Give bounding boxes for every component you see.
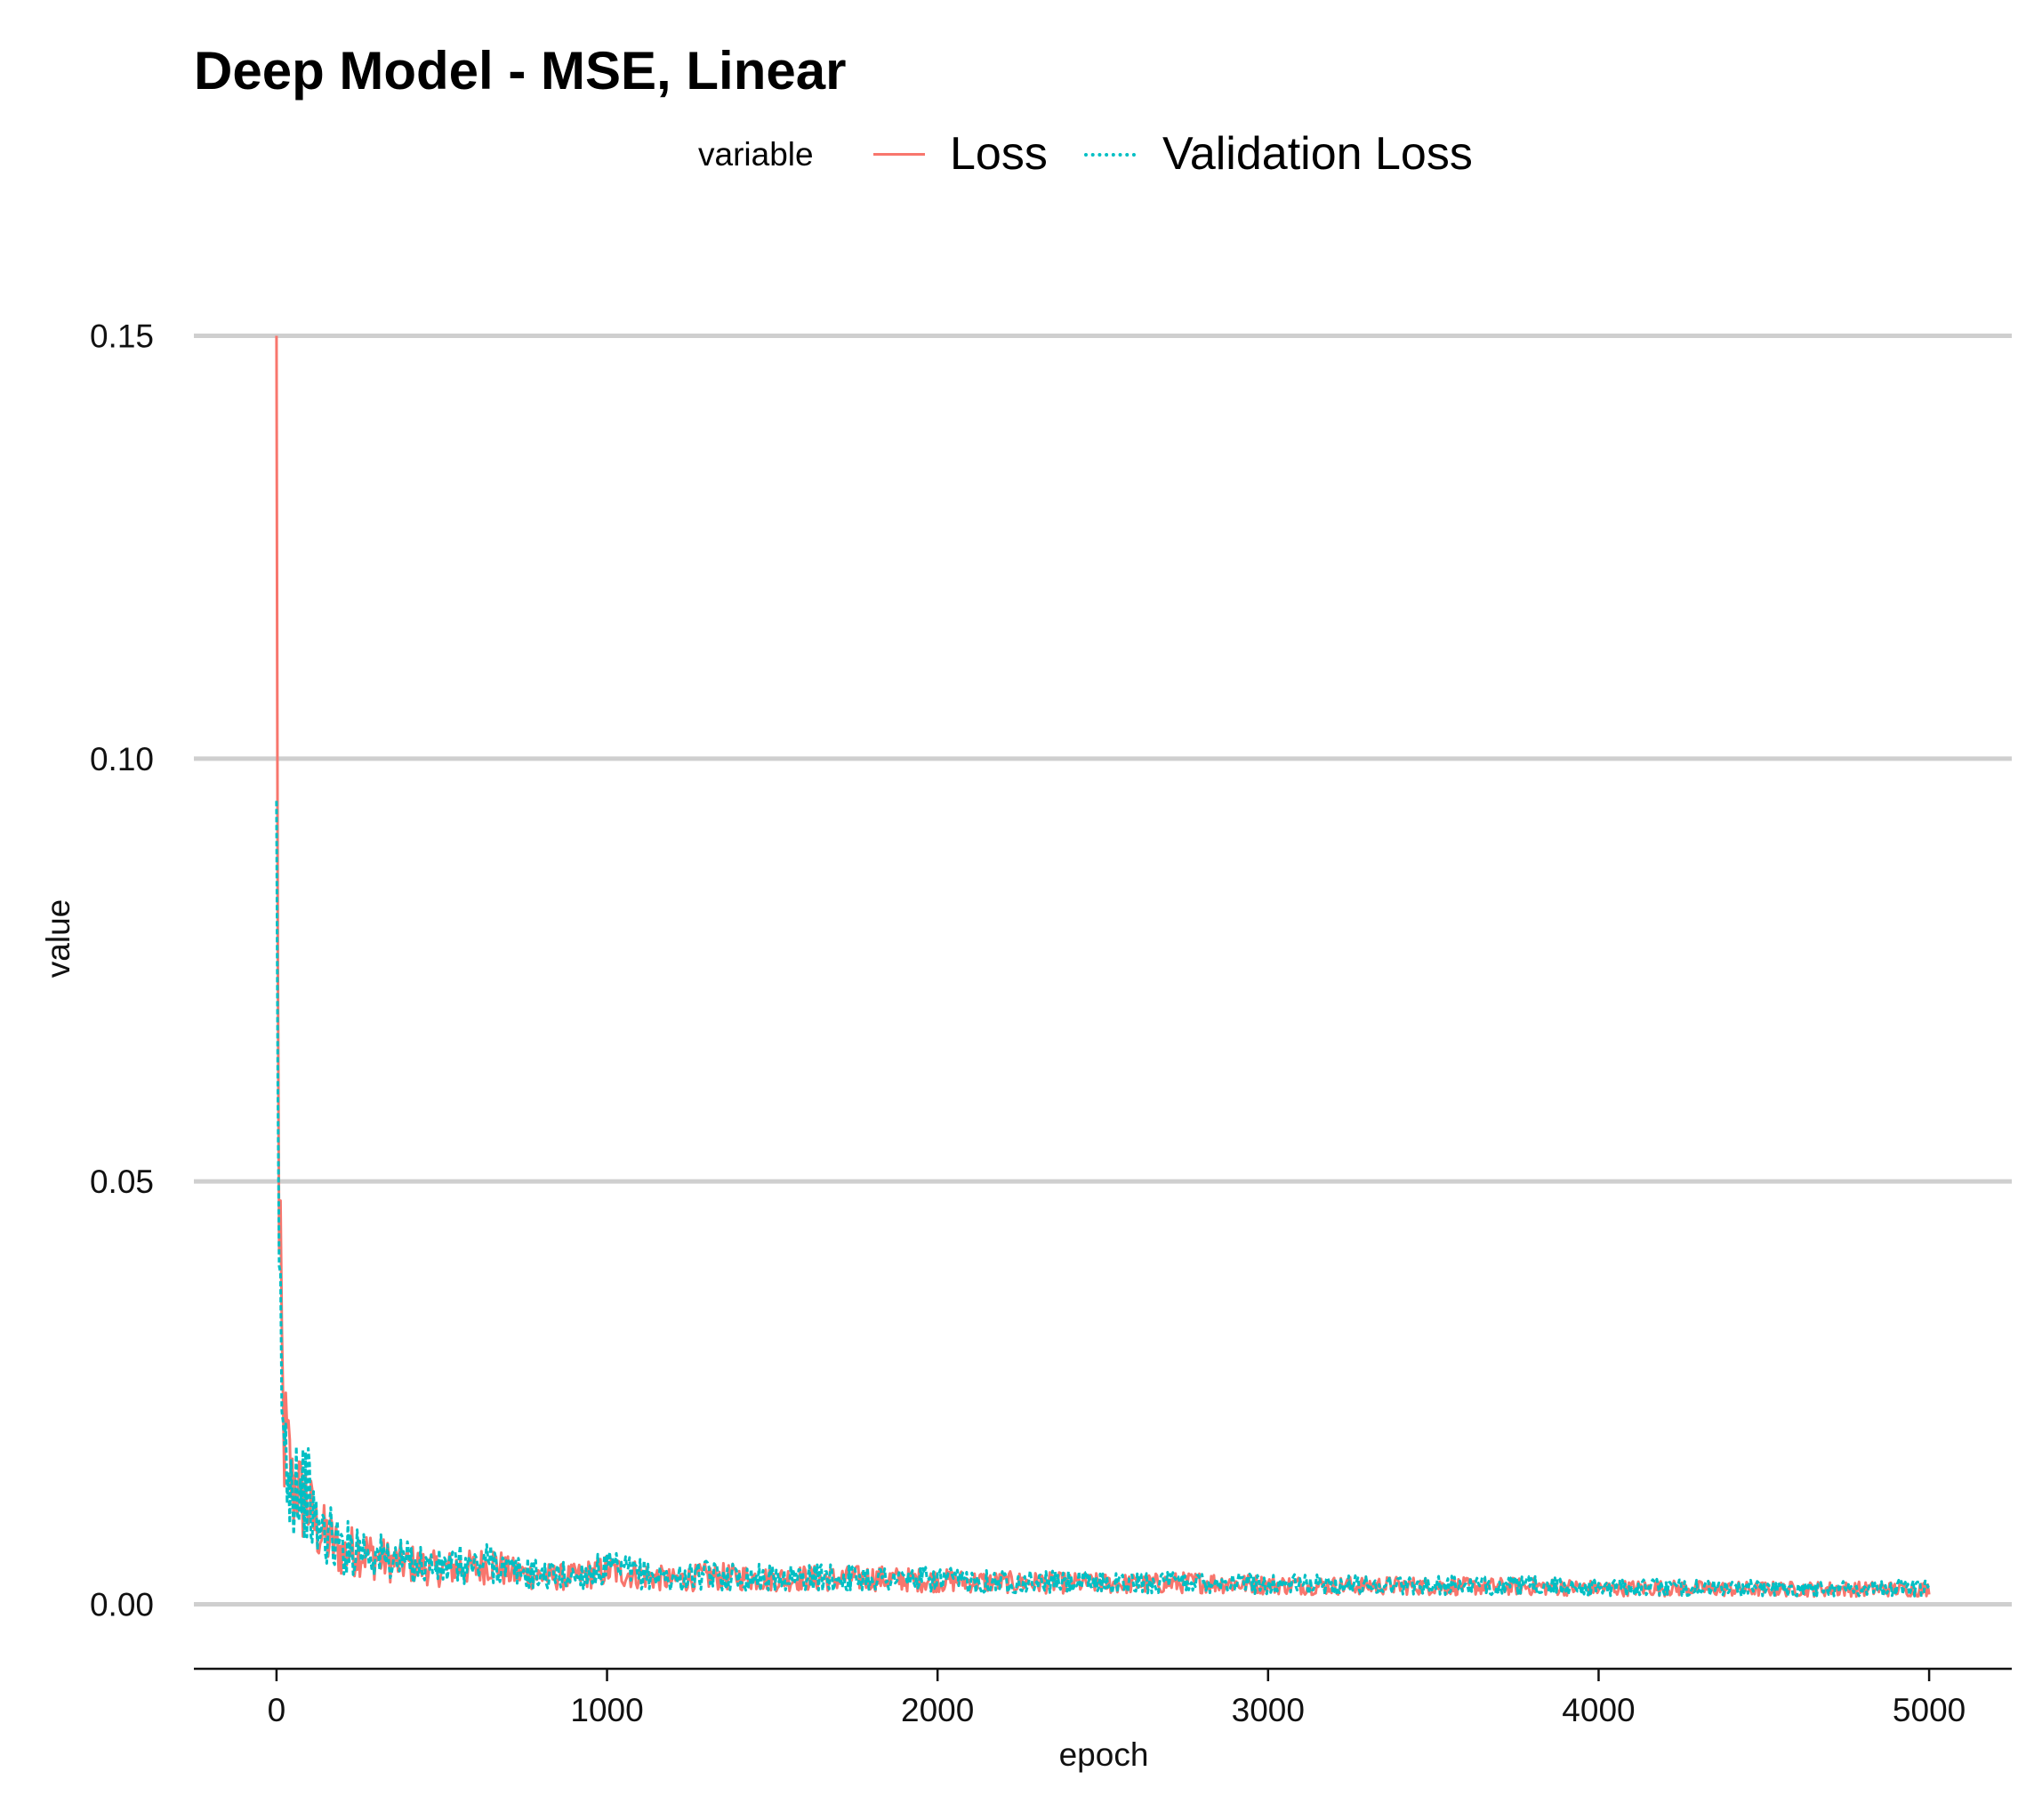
x-tick-label: 5000 xyxy=(1893,1692,1966,1728)
x-tick-label: 2000 xyxy=(901,1692,974,1728)
legend-label-validation-loss: Validation Loss xyxy=(1162,128,1473,180)
y-tick-label: 0.00 xyxy=(90,1586,154,1623)
grid-lines xyxy=(194,334,2012,1607)
y-axis-title: value xyxy=(40,899,76,978)
x-tick-label: 4000 xyxy=(1562,1692,1635,1728)
y-tick-label: 0.05 xyxy=(90,1164,154,1200)
legend-key-validation-loss xyxy=(1084,153,1136,157)
y-axis-ticks: 0.00 0.05 0.10 0.15 xyxy=(90,318,154,1623)
x-axis-ticks: 0 1000 2000 3000 4000 5000 xyxy=(268,1669,1966,1728)
series-lines xyxy=(275,335,1931,1599)
legend-key-loss xyxy=(873,153,925,156)
x-tick-label: 3000 xyxy=(1232,1692,1305,1728)
legend: variable Loss Validation Loss xyxy=(0,123,2042,185)
chart-title: Deep Model - MSE, Linear xyxy=(194,41,847,101)
x-tick-label: 0 xyxy=(268,1692,286,1728)
y-tick-label: 0.15 xyxy=(90,318,154,355)
series-line-validation-loss xyxy=(275,801,1931,1598)
x-axis-title: epoch xyxy=(1059,1736,1149,1773)
x-tick-label: 1000 xyxy=(570,1692,643,1728)
legend-title: variable xyxy=(698,136,814,173)
legend-label-loss: Loss xyxy=(950,128,1048,180)
series-line-loss xyxy=(275,335,1931,1599)
y-tick-label: 0.10 xyxy=(90,741,154,777)
